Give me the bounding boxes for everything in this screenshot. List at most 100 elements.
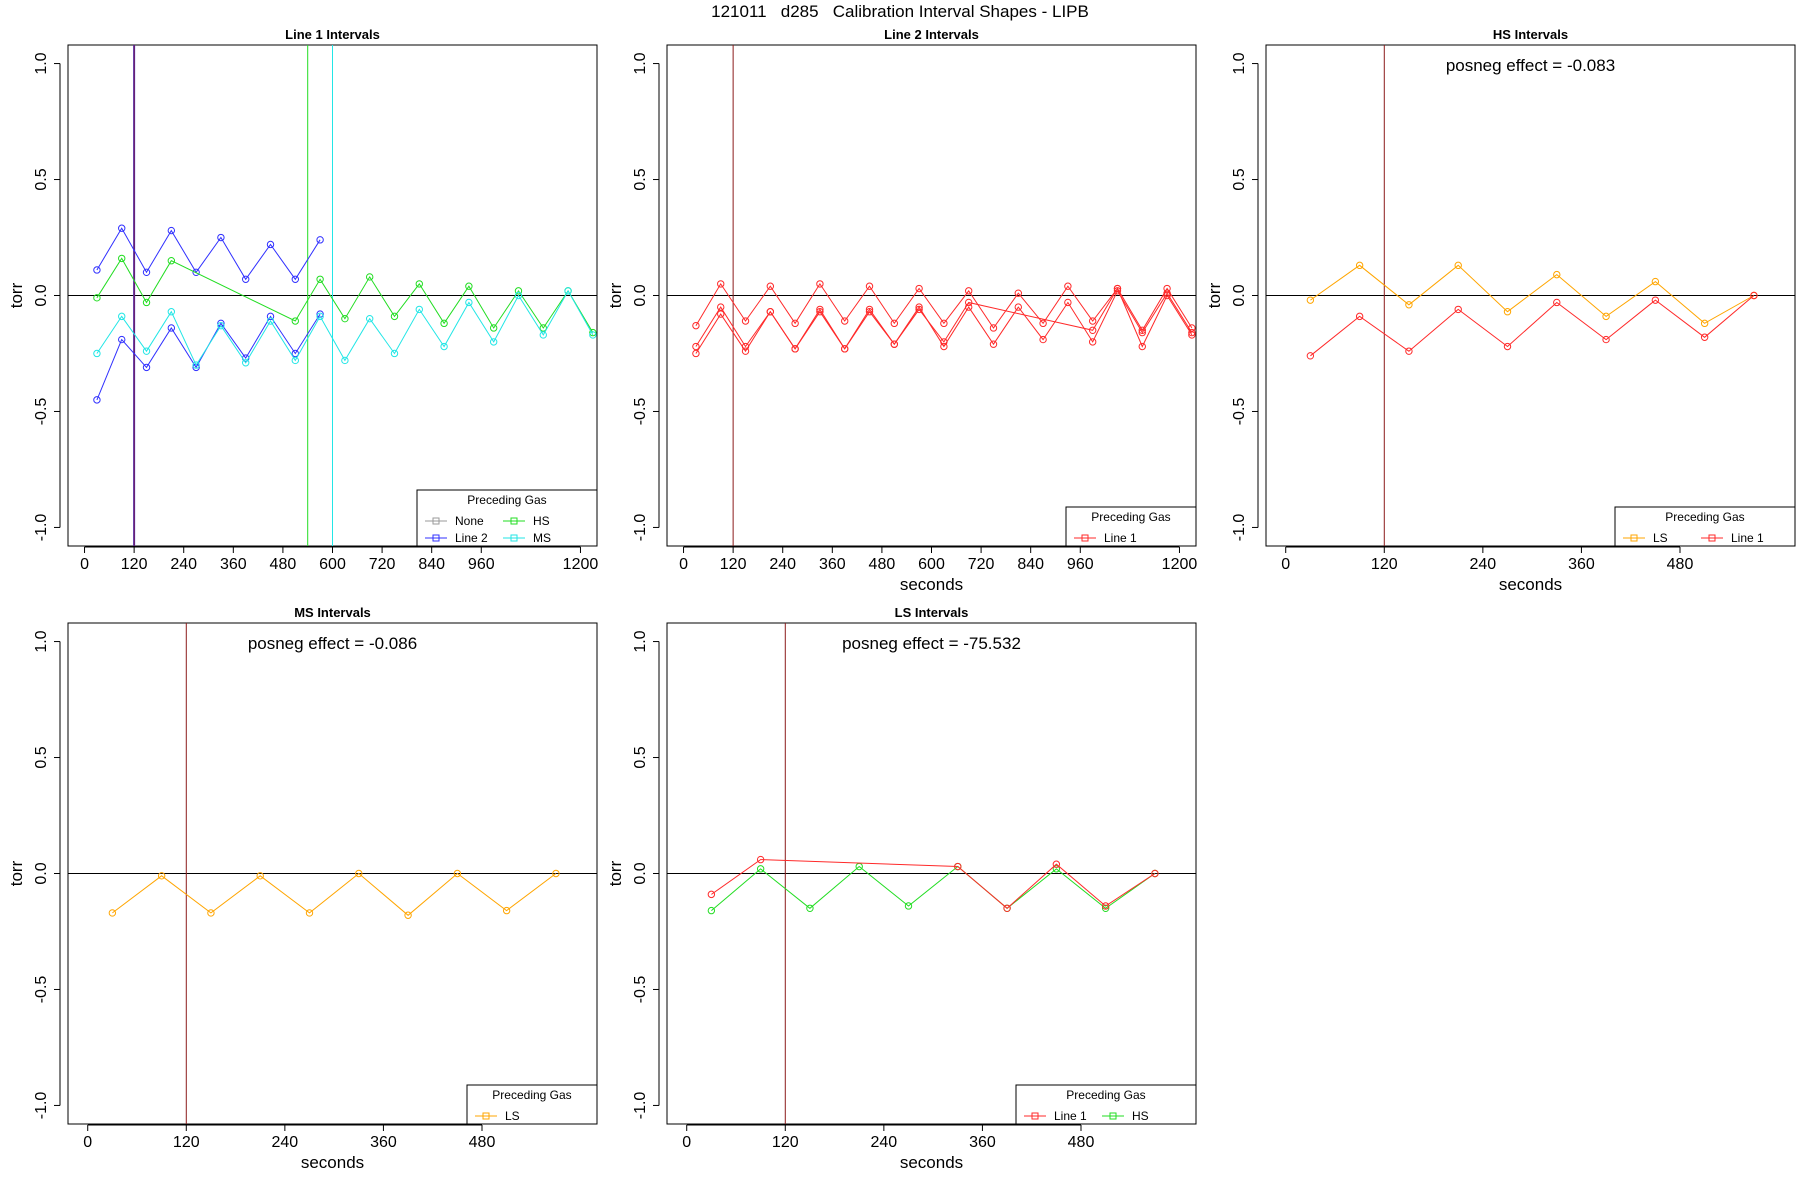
data-point [589, 328, 597, 337]
data-point [291, 356, 300, 365]
data-point [1454, 261, 1462, 270]
data-point [316, 312, 324, 321]
data-point [1700, 333, 1709, 341]
data-point [1454, 305, 1462, 314]
x-tick-label: 0 [682, 1134, 691, 1151]
y-tick-label: 1.0 [33, 52, 50, 74]
data-point [816, 280, 824, 288]
series-line [711, 859, 1156, 909]
data-point [707, 906, 716, 915]
data-point [256, 872, 264, 880]
y-tick-label: 0.5 [1231, 168, 1248, 190]
data-point [841, 317, 849, 325]
x-tick-label: 0 [1281, 556, 1290, 573]
y-tick-label: 0.5 [632, 168, 649, 190]
data-point [365, 273, 374, 281]
x-tick-label: 480 [869, 556, 896, 573]
data-point [489, 324, 498, 332]
y-tick-label: -1.0 [632, 1092, 649, 1120]
data-point [890, 319, 899, 328]
data-point [1405, 301, 1413, 309]
legend-title: Preceding Gas [1066, 1088, 1145, 1102]
legend-title: Preceding Gas [492, 1088, 571, 1102]
data-point [552, 869, 560, 878]
data-point [1088, 338, 1097, 346]
data-point [1151, 869, 1159, 878]
y-tick-label: -0.5 [632, 398, 649, 426]
legend-entry-label: Line 1 [1104, 531, 1137, 545]
series-line-1 [692, 280, 1196, 358]
x-tick-label: 360 [969, 1134, 996, 1151]
data-point [791, 319, 799, 328]
legend-title: Preceding Gas [1091, 510, 1170, 524]
data-point [940, 338, 948, 346]
data-point [1088, 326, 1097, 334]
data-point [1014, 289, 1022, 297]
data-point [791, 345, 799, 353]
x-tick-label: 120 [121, 556, 148, 573]
y-tick-label: 0.0 [632, 862, 649, 884]
data-point [291, 317, 300, 325]
data-point [118, 254, 126, 263]
series-line [695, 282, 1193, 332]
posneg-annotation: posneg effect = -0.086 [248, 634, 417, 653]
data-point [865, 308, 874, 316]
legend-entry-label: HS [533, 514, 550, 528]
data-point [1052, 860, 1061, 868]
data-point [93, 349, 101, 358]
y-tick-label: 0.0 [33, 862, 50, 884]
y-tick-label: 0.5 [33, 746, 50, 768]
data-point [964, 287, 973, 295]
data-point [1163, 291, 1171, 300]
legend-box [1015, 1084, 1197, 1125]
data-point [539, 324, 547, 332]
y-axis-label: torr [7, 860, 26, 886]
data-point [1113, 284, 1122, 293]
data-point [390, 312, 399, 321]
series-line [96, 257, 594, 333]
data-point [118, 335, 126, 344]
data-point [1750, 291, 1758, 300]
data-point [167, 324, 176, 332]
y-tick-label: -1.0 [33, 1092, 50, 1120]
data-point [291, 349, 300, 358]
posneg-annotation: posneg effect = -75.532 [842, 634, 1021, 653]
data-point [142, 268, 151, 277]
data-point [841, 345, 849, 353]
data-point [465, 298, 473, 307]
x-tick-label: 240 [170, 556, 197, 573]
y-tick-label: -1.0 [33, 514, 50, 542]
y-tick-label: 0.5 [33, 168, 50, 190]
data-point [717, 280, 725, 288]
data-point [1163, 284, 1171, 293]
y-tick-label: -0.5 [632, 976, 649, 1004]
data-point [1602, 335, 1610, 344]
data-point [904, 902, 913, 910]
series-line [1310, 295, 1755, 357]
data-point [93, 266, 101, 274]
series-line [695, 287, 1193, 354]
data-point [415, 305, 423, 314]
data-point [242, 275, 250, 283]
data-point [1064, 282, 1072, 290]
data-point [502, 906, 511, 915]
data-point [157, 872, 166, 880]
y-tick-label: -0.5 [33, 976, 50, 1004]
data-point [890, 340, 899, 348]
x-axis-label: seconds [1499, 575, 1562, 594]
data-point [707, 890, 716, 899]
legend-entry-label: None [455, 514, 484, 528]
series-ls [108, 869, 560, 919]
x-tick-label: 0 [83, 1134, 92, 1151]
legend-entry-label: MS [533, 531, 551, 545]
data-point [514, 291, 523, 300]
data-point [341, 314, 349, 323]
data-point [341, 356, 349, 365]
chart-title: Line 1 Intervals [285, 27, 380, 42]
y-axis-label: torr [7, 282, 26, 308]
data-point [1651, 277, 1660, 286]
data-point [453, 869, 462, 878]
data-point [915, 303, 923, 311]
data-point [316, 236, 324, 244]
data-point [806, 904, 814, 912]
